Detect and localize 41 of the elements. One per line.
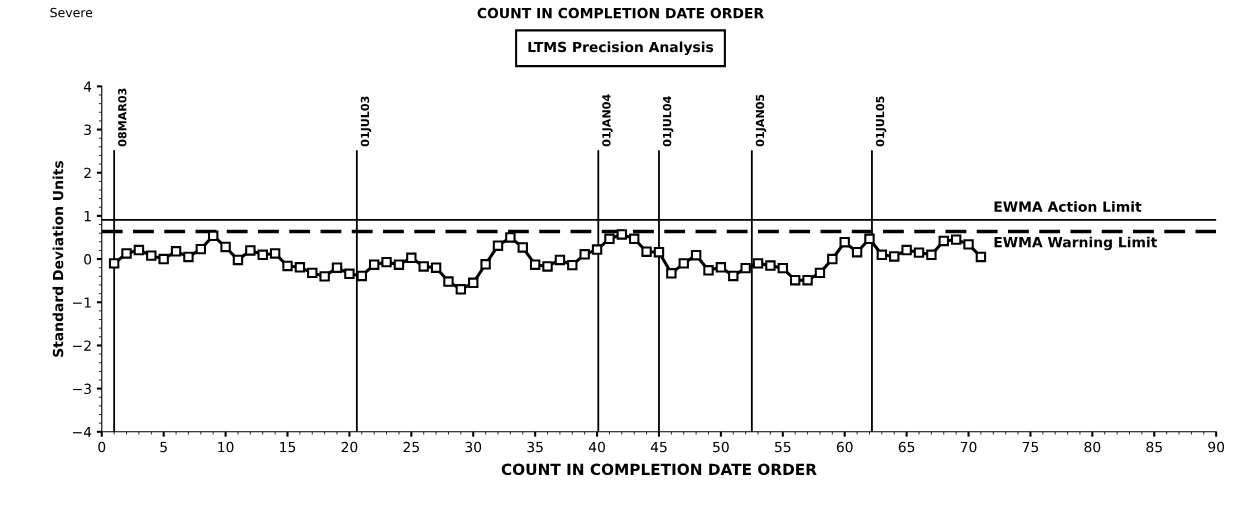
x-tick-label: 45 bbox=[650, 441, 667, 453]
x-tick-label: 65 bbox=[898, 441, 915, 453]
y-tick-label: −3 bbox=[73, 383, 91, 395]
ref-line-label: 01JUL05 bbox=[875, 96, 887, 147]
ref-line-label: 01JAN05 bbox=[755, 94, 767, 147]
y-tick-label: −1 bbox=[73, 297, 91, 308]
ref-line-label: 01JUL03 bbox=[360, 96, 372, 147]
x-tick-label: 30 bbox=[465, 441, 482, 453]
x-tick-label: 80 bbox=[1084, 441, 1101, 453]
x-tick-label: 85 bbox=[1146, 441, 1162, 453]
x-axis-title: COUNT IN COMPLETION DATE ORDER bbox=[501, 463, 817, 476]
y-tick-label: −2 bbox=[73, 340, 91, 351]
y-tick-label: −4 bbox=[73, 426, 92, 438]
x-tick-label: 15 bbox=[280, 441, 296, 453]
x-tick-label: 75 bbox=[1022, 441, 1039, 453]
x-tick-label: 10 bbox=[218, 441, 234, 453]
y-tick-label: 3 bbox=[84, 124, 91, 136]
x-tick-label: 50 bbox=[713, 441, 729, 453]
x-tick-label: 60 bbox=[836, 441, 853, 453]
x-tick-label: 25 bbox=[403, 441, 419, 453]
chart-subtitle: LTMS Precision Analysis bbox=[528, 41, 714, 56]
x-tick-label: 5 bbox=[160, 441, 167, 453]
y-tick-label: 0 bbox=[84, 254, 92, 265]
ref-line-label: 08MAR03 bbox=[118, 88, 127, 147]
chart-title: COUNT IN COMPLETION DATE ORDER bbox=[477, 7, 764, 19]
y-axis-title: Standard Deviation Units bbox=[52, 161, 64, 357]
x-tick-label: 0 bbox=[98, 441, 106, 453]
text: Severe bbox=[50, 7, 93, 18]
ref-line-label: EWMA Warning Limit bbox=[994, 236, 1158, 251]
x-tick-label: 70 bbox=[960, 441, 977, 453]
x-tick-label: 35 bbox=[527, 441, 543, 453]
x-tick-label: 20 bbox=[341, 441, 358, 453]
x-tick-label: 40 bbox=[588, 441, 605, 453]
ref-line-label: 01JAN04 bbox=[602, 94, 613, 147]
y-tick-label: 2 bbox=[84, 167, 91, 178]
ref-line-label: EWMA Action Limit bbox=[994, 201, 1142, 212]
x-tick-label: 90 bbox=[1208, 441, 1225, 453]
x-tick-label: 55 bbox=[775, 441, 791, 453]
ref-line-label: 01JUL04 bbox=[662, 96, 674, 147]
y-tick-label: 1 bbox=[84, 211, 91, 222]
y-tick-label: 4 bbox=[83, 81, 92, 92]
